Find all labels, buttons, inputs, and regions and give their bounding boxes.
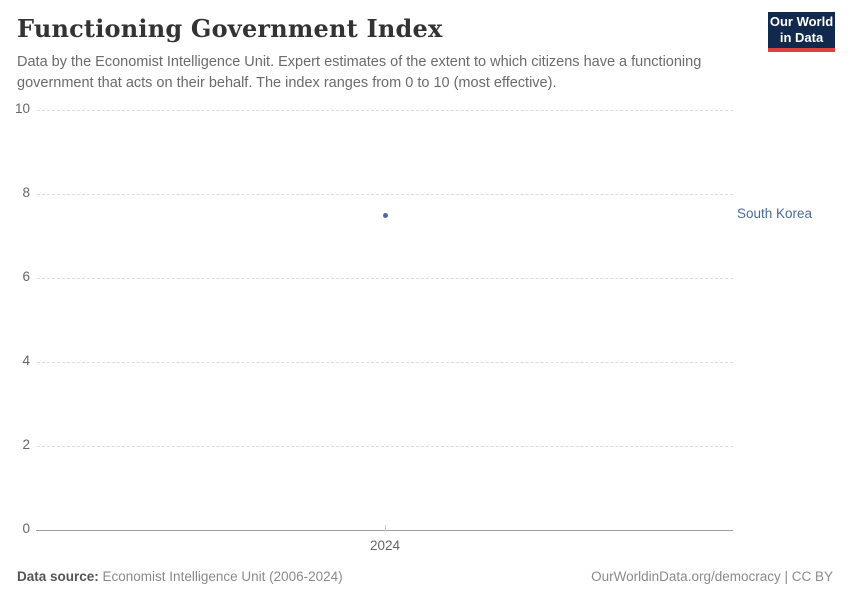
x-tick-label: 2024: [369, 538, 401, 553]
gridline: [37, 278, 733, 279]
chart-footer: Data source: Economist Intelligence Unit…: [17, 569, 833, 584]
owid-logo-line1: Our World: [769, 14, 834, 29]
gridline: [37, 446, 733, 447]
y-tick-label: 2: [22, 437, 30, 452]
owid-logo-line2: in Data: [779, 30, 824, 45]
gridline: [37, 110, 733, 111]
owid-logo[interactable]: Our World in Data: [768, 12, 835, 52]
data-source-label: Data source:: [17, 569, 99, 584]
y-tick-label: 6: [22, 269, 30, 284]
data-source-value: Economist Intelligence Unit (2006-2024): [98, 569, 343, 584]
y-tick-label: 8: [22, 185, 30, 200]
y-tick-label: 10: [14, 101, 30, 116]
y-tick-label: 4: [22, 353, 30, 368]
gridline: [37, 194, 733, 195]
entity-label[interactable]: South Korea: [737, 206, 813, 221]
data-source-note: Data source: Economist Intelligence Unit…: [17, 569, 343, 584]
data-point[interactable]: [382, 212, 388, 218]
x-axis-tick: [385, 525, 386, 531]
y-tick-label: 0: [22, 521, 30, 536]
page-title: Functioning Government Index: [17, 14, 443, 43]
credit-link[interactable]: OurWorldinData.org/democracy | CC BY: [591, 569, 833, 584]
gridline: [37, 362, 733, 363]
x-axis-line: [36, 530, 733, 531]
chart-subtitle: Data by the Economist Intelligence Unit.…: [17, 54, 702, 91]
